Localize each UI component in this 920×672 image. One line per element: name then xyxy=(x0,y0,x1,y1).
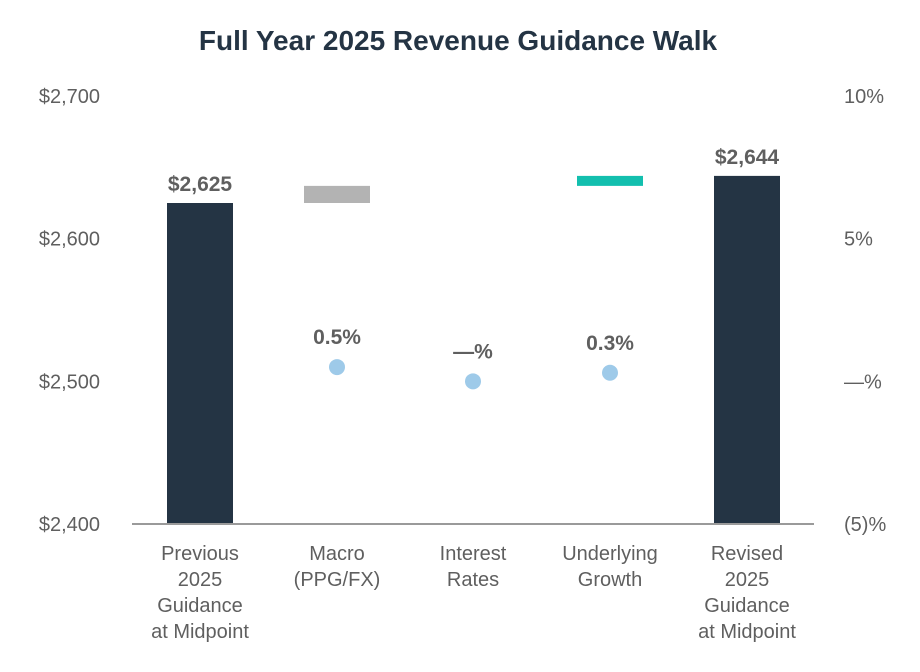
category-label: Guidance xyxy=(704,595,790,617)
category-label: Underlying xyxy=(562,543,658,565)
total-bar xyxy=(167,203,233,524)
right-tick-label: 5% xyxy=(844,229,873,251)
total-bar xyxy=(714,175,780,525)
growth-point xyxy=(602,364,618,381)
left-tick-label: $2,600 xyxy=(39,229,100,251)
right-tick-label: 10% xyxy=(844,86,884,108)
category-label: Interest xyxy=(440,543,507,565)
growth-point-label: 0.5% xyxy=(313,326,361,349)
right-tick-label: (5)% xyxy=(844,514,886,536)
delta-bar xyxy=(577,175,643,186)
growth-point-label: —% xyxy=(453,340,493,363)
category-label: Guidance xyxy=(157,595,243,617)
chart-title: Full Year 2025 Revenue Guidance Walk xyxy=(199,25,718,56)
bar-value-label: $2,625 xyxy=(168,173,233,196)
left-axis-ticks: $2,400 $2,500 $2,600 $2,700 xyxy=(39,86,100,536)
category-label: at Midpoint xyxy=(151,621,249,643)
bar-value-label: $2,644 xyxy=(715,146,780,169)
growth-point xyxy=(329,359,345,376)
growth-points: 0.5% —% 0.3% xyxy=(313,326,634,390)
left-tick-label: $2,400 xyxy=(39,514,100,536)
category-label: Macro xyxy=(309,543,365,565)
growth-point-label: 0.3% xyxy=(586,332,634,355)
waterfall-bars: $2,625 $2,644 xyxy=(167,146,780,525)
left-tick-label: $2,500 xyxy=(39,371,100,393)
right-tick-label: —% xyxy=(844,371,882,393)
category-label: Growth xyxy=(578,569,642,591)
left-tick-label: $2,700 xyxy=(39,86,100,108)
category-label: (PPG/FX) xyxy=(294,569,381,591)
category-label: 2025 xyxy=(725,569,770,591)
category-label: 2025 xyxy=(178,569,223,591)
category-label: Previous xyxy=(161,543,239,565)
growth-point xyxy=(465,373,481,390)
category-label: at Midpoint xyxy=(698,621,796,643)
category-labels: Previous 2025 Guidance at Midpoint Macro (PPG… xyxy=(151,543,796,643)
category-label: Revised xyxy=(711,543,783,565)
right-axis-ticks: (5)% —% 5% 10% xyxy=(844,86,886,536)
delta-bar xyxy=(304,185,370,203)
category-label: Rates xyxy=(447,569,499,591)
